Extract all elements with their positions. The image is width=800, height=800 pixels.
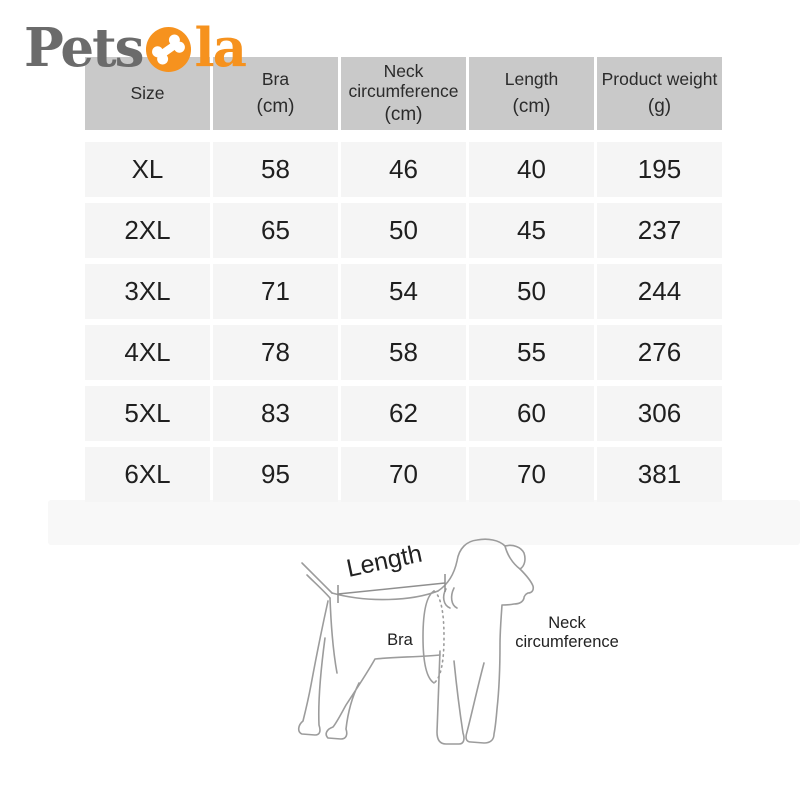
col-header-unit: (g) [647,95,672,117]
length-cell: 45 [469,203,594,258]
weight-cell: 195 [597,142,722,197]
dog-outline-sketch [297,538,535,745]
length-cell: 60 [469,386,594,441]
neck-cell: 46 [341,142,466,197]
neck-cell: 62 [341,386,466,441]
weight-cell: 237 [597,203,722,258]
col-header-unit: (cm) [256,95,295,117]
col-header-size: Size [85,57,210,130]
bra-label: Bra [387,631,414,649]
weight-cell: 276 [597,325,722,380]
dog-measurement-diagram: Length Bra Neck circumference [297,538,619,745]
length-cell: 55 [469,325,594,380]
col-header-label: Bra [261,68,290,89]
background-band [48,500,800,545]
size-cell: 2XL [85,203,210,258]
bra-cell: 83 [213,386,338,441]
neck-circumference-label-line2: circumference [515,633,619,651]
length-cell: 50 [469,264,594,319]
size-cell: 3XL [85,264,210,319]
weight-cell: 244 [597,264,722,319]
bra-cell: 95 [213,447,338,502]
col-header-neck-circumference: Neck circumference (cm) [341,57,466,130]
size-cell: 6XL [85,447,210,502]
size-cell: 4XL [85,325,210,380]
bra-cell: 71 [213,264,338,319]
size-cell: 5XL [85,386,210,441]
weight-cell: 381 [597,447,722,502]
col-header-label: Product weight [601,68,718,89]
bra-cell: 78 [213,325,338,380]
col-header-bra: Bra (cm) [213,57,338,130]
length-cell: 70 [469,447,594,502]
weight-cell: 306 [597,386,722,441]
col-header-unit: (cm) [512,95,551,117]
neck-cell: 50 [341,203,466,258]
table-header-row: Size Bra (cm) Neck circumference (cm) Le… [85,57,722,130]
length-measurement-line [337,574,446,603]
bra-cell: 58 [213,142,338,197]
col-header-length: Length (cm) [469,57,594,130]
col-header-label: Length [504,68,559,89]
bra-cell: 65 [213,203,338,258]
length-cell: 40 [469,142,594,197]
brand-logo-text-pets: Pets [24,17,144,79]
neck-cell: 54 [341,264,466,319]
length-label: Length [344,540,425,583]
col-header-unit: (cm) [384,103,423,125]
size-chart-table: Size Bra (cm) Neck circumference (cm) Le… [85,57,722,502]
neck-circumference-label-line1: Neck [548,614,586,632]
col-header-product-weight: Product weight (g) [597,57,722,130]
neck-cell: 70 [341,447,466,502]
col-header-label: Size [130,83,165,104]
size-cell: XL [85,142,210,197]
brand-logo: Pets la [24,17,247,79]
brand-logo-text-la: la [194,17,247,79]
bone-icon [146,26,192,73]
col-header-label: Neck circumference [348,60,459,102]
table-body: XL 58 46 40 195 2XL 65 50 45 237 3XL 71 … [85,142,722,502]
neck-cell: 58 [341,325,466,380]
